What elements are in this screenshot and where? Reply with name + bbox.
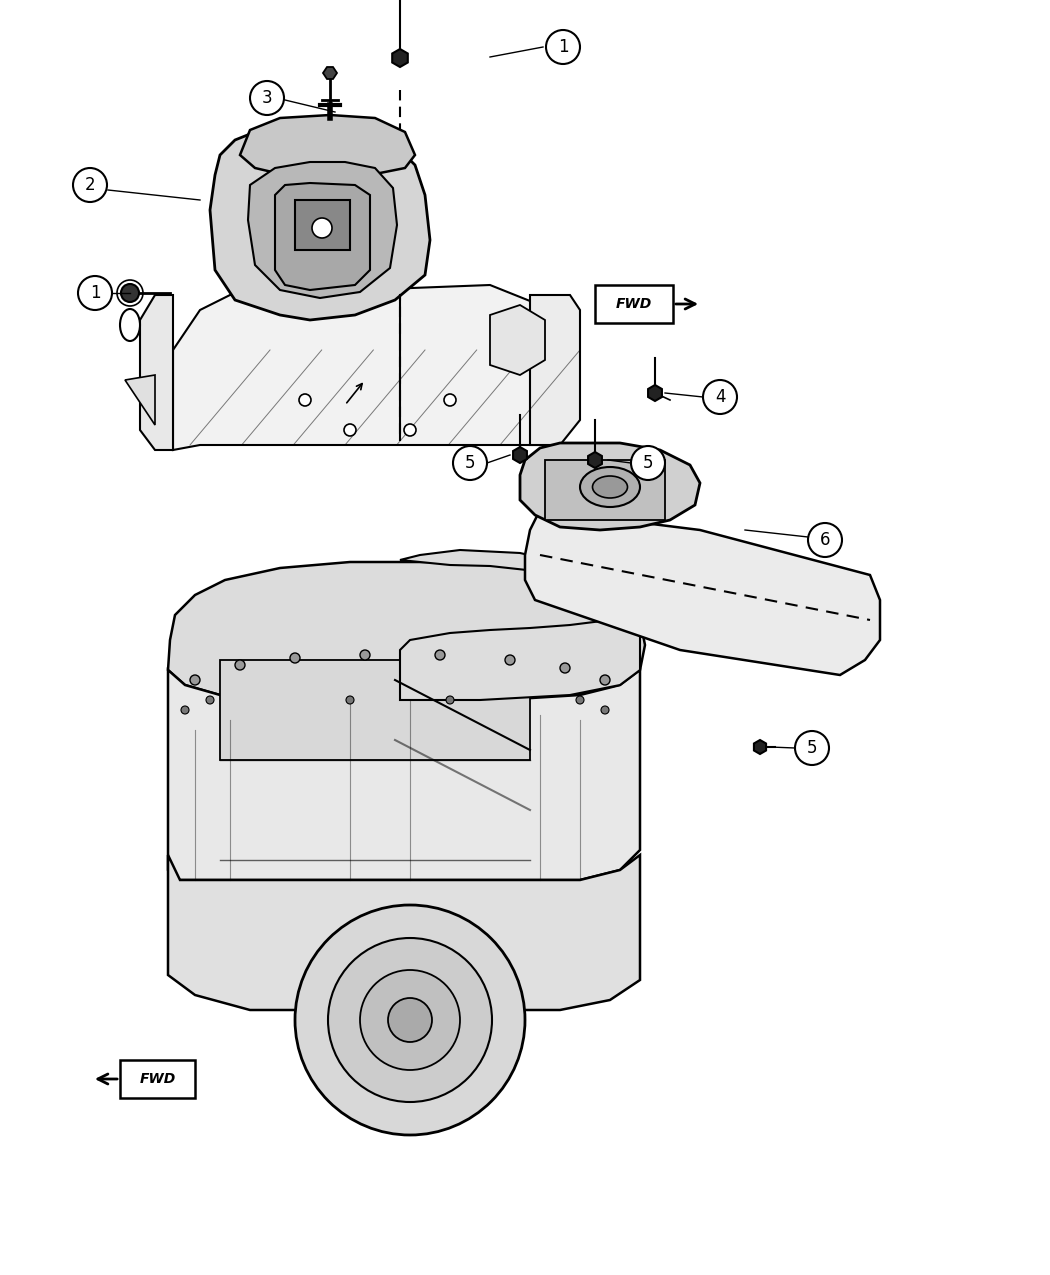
- Circle shape: [328, 938, 492, 1102]
- Text: FWD: FWD: [140, 1072, 175, 1086]
- Circle shape: [206, 696, 214, 704]
- Circle shape: [404, 425, 416, 436]
- Text: 3: 3: [261, 89, 272, 107]
- Polygon shape: [248, 162, 397, 298]
- Polygon shape: [588, 453, 602, 468]
- Text: 6: 6: [820, 530, 831, 550]
- Ellipse shape: [580, 467, 640, 507]
- Circle shape: [453, 446, 487, 479]
- FancyBboxPatch shape: [220, 660, 530, 760]
- Circle shape: [235, 660, 245, 669]
- Circle shape: [295, 905, 525, 1135]
- Polygon shape: [168, 562, 645, 703]
- Circle shape: [808, 523, 842, 557]
- Polygon shape: [275, 184, 370, 289]
- Text: 4: 4: [715, 388, 726, 405]
- Circle shape: [312, 218, 332, 238]
- Polygon shape: [754, 740, 766, 754]
- Circle shape: [299, 394, 311, 405]
- Text: 1: 1: [89, 284, 101, 302]
- Circle shape: [250, 82, 284, 115]
- Circle shape: [121, 284, 139, 302]
- Circle shape: [631, 446, 665, 479]
- Text: 1: 1: [558, 38, 568, 56]
- Polygon shape: [393, 48, 407, 68]
- Polygon shape: [240, 115, 415, 177]
- Polygon shape: [530, 295, 580, 445]
- Ellipse shape: [592, 476, 628, 499]
- Polygon shape: [490, 305, 545, 375]
- Text: 5: 5: [465, 454, 476, 472]
- Polygon shape: [400, 550, 640, 700]
- Circle shape: [795, 731, 830, 765]
- Circle shape: [290, 653, 300, 663]
- Circle shape: [576, 696, 584, 704]
- Circle shape: [346, 696, 354, 704]
- Circle shape: [505, 655, 514, 666]
- Circle shape: [546, 31, 580, 64]
- Circle shape: [388, 998, 432, 1042]
- Circle shape: [181, 706, 189, 714]
- Circle shape: [600, 674, 610, 685]
- Circle shape: [704, 380, 737, 414]
- Circle shape: [78, 275, 112, 310]
- Circle shape: [74, 168, 107, 201]
- Circle shape: [344, 425, 356, 436]
- Text: 2: 2: [85, 176, 96, 194]
- Circle shape: [435, 650, 445, 660]
- Circle shape: [601, 706, 609, 714]
- Polygon shape: [168, 669, 640, 880]
- Polygon shape: [323, 68, 337, 79]
- Polygon shape: [210, 125, 430, 320]
- Bar: [120, 1060, 195, 1098]
- Polygon shape: [648, 385, 662, 402]
- Circle shape: [560, 663, 570, 673]
- FancyBboxPatch shape: [545, 460, 665, 520]
- Polygon shape: [173, 286, 570, 450]
- Text: 5: 5: [806, 740, 817, 757]
- FancyBboxPatch shape: [295, 200, 350, 250]
- Polygon shape: [140, 295, 173, 450]
- Polygon shape: [125, 375, 155, 425]
- Text: FWD: FWD: [616, 297, 652, 311]
- Ellipse shape: [120, 309, 140, 340]
- Polygon shape: [525, 510, 880, 674]
- Circle shape: [360, 650, 370, 660]
- Circle shape: [190, 674, 200, 685]
- Circle shape: [444, 394, 456, 405]
- Circle shape: [360, 970, 460, 1070]
- Circle shape: [446, 696, 454, 704]
- Bar: [595, 286, 673, 323]
- Polygon shape: [168, 856, 640, 1010]
- Polygon shape: [513, 448, 527, 463]
- Text: 5: 5: [643, 454, 653, 472]
- Polygon shape: [520, 442, 700, 530]
